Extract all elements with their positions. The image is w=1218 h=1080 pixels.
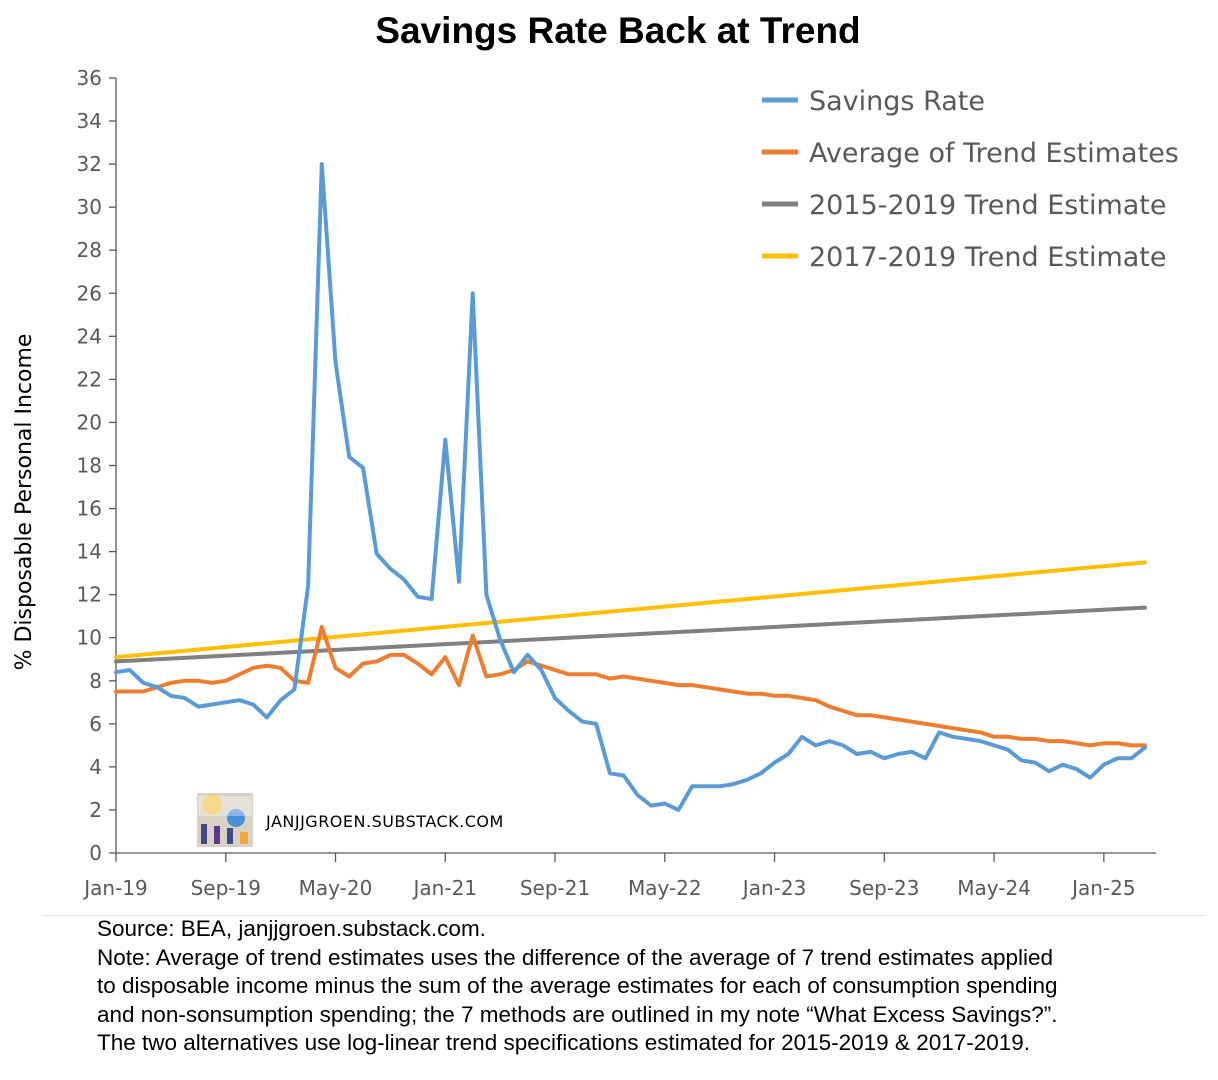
y-tick-label: 34 <box>77 109 102 133</box>
x-tick-label: May-24 <box>957 876 1031 900</box>
x-axis-ticks: Jan-19 Sep-19 May-20 Jan-21 Sep-21 May-22 Jan-… <box>82 853 1136 900</box>
legend: Savings Rate Average of Trend Estimates 20… <box>762 86 1179 273</box>
y-tick-label: 8 <box>89 669 102 693</box>
watermark-text: JANJJGROEN.SUBSTACK.COM <box>265 812 504 831</box>
y-tick-label: 22 <box>77 367 102 391</box>
chart-title: Savings Rate Back at Trend <box>375 10 861 51</box>
x-tick-label: May-22 <box>628 876 702 900</box>
y-tick-label: 30 <box>77 195 102 219</box>
x-tick-label: Jan-21 <box>412 876 478 900</box>
x-tick-label: Sep-23 <box>849 876 919 900</box>
x-tick-label: Jan-25 <box>1070 876 1136 900</box>
y-tick-label: 26 <box>77 281 102 305</box>
y-tick-label: 24 <box>77 324 102 348</box>
y-tick-label: 6 <box>89 712 102 736</box>
chart-notes: Source: BEA, janjjgroen.substack.com. No… <box>97 915 1207 1058</box>
legend-label-2017-2019-trend-estimate: 2017-2019 Trend Estimate <box>809 242 1167 273</box>
y-tick-label: 2 <box>89 798 102 822</box>
y-tick-label: 16 <box>77 497 102 521</box>
note-line-2: to disposable income minus the sum of th… <box>97 973 1058 998</box>
x-tick-label: Jan-19 <box>82 876 148 900</box>
notes-divider <box>42 915 1204 916</box>
y-tick-label: 20 <box>77 410 102 434</box>
series-line-2015-2019-trend-estimate <box>114 605 1147 664</box>
y-tick-label: 32 <box>77 152 102 176</box>
note-line-1: Note: Average of trend estimates uses th… <box>97 944 1054 970</box>
y-axis-label: % Disposable Personal Income <box>12 334 37 671</box>
note-line-3: and non-sonsumption spending; the 7 meth… <box>97 1001 1058 1027</box>
y-tick-label: 12 <box>77 583 102 607</box>
source-note: Source: BEA, janjjgroen.substack.com. <box>97 916 486 941</box>
series-line-savings-rate <box>114 162 1147 812</box>
legend-label-average-of-trend-estimates: Average of Trend Estimates <box>809 138 1179 169</box>
y-tick-label: 0 <box>89 841 102 865</box>
macro-market-notes-logo <box>197 793 253 847</box>
y-tick-label: 14 <box>77 540 102 564</box>
y-tick-label: 4 <box>89 755 102 779</box>
y-tick-label: 18 <box>77 454 102 478</box>
x-tick-label: Sep-19 <box>191 876 261 900</box>
y-tick-label: 28 <box>77 238 102 262</box>
series-line-average-of-trend-estimates <box>114 625 1147 748</box>
x-tick-label: May-20 <box>299 876 373 900</box>
x-tick-label: Jan-23 <box>741 876 807 900</box>
legend-label-2015-2019-trend-estimate: 2015-2019 Trend Estimate <box>809 190 1167 221</box>
series-line-2017-2019-trend-estimate <box>114 560 1147 660</box>
series-lines <box>114 162 1147 812</box>
y-tick-label: 36 <box>77 66 102 90</box>
y-tick-label: 10 <box>77 626 102 650</box>
x-tick-label: Sep-21 <box>520 876 590 900</box>
legend-label-savings-rate: Savings Rate <box>809 86 985 117</box>
note-line-4: The two alternatives use log-linear tren… <box>97 1030 1031 1055</box>
